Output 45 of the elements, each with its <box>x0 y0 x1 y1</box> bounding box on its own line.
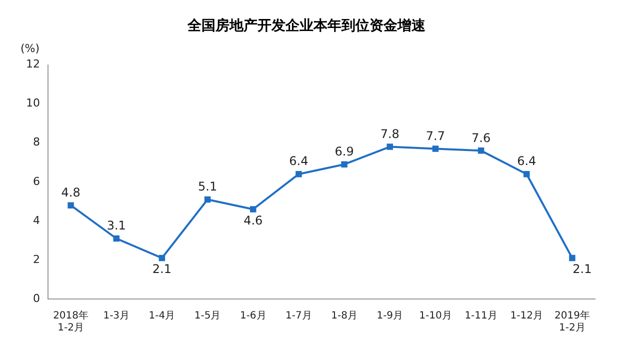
point <box>296 170 302 178</box>
data-label: 2.1 <box>152 262 172 276</box>
data-label: 7.8 <box>380 126 400 141</box>
x-tick-label: 1-6月 <box>240 310 266 322</box>
data-label: 4.8 <box>61 185 80 200</box>
data-label: 3.1 <box>106 218 126 233</box>
y-tick-label: 0 <box>32 292 40 305</box>
y-tick-label: 10 <box>26 96 40 110</box>
point <box>158 254 166 262</box>
y-tick-label: 2 <box>32 252 40 266</box>
x-tick-label: 2018年 1-2月 <box>53 310 89 334</box>
data-label: 6.9 <box>334 144 354 158</box>
point <box>341 161 348 168</box>
x-tick-label: 1-7月 <box>286 310 312 322</box>
x-tick-label: 1-9月 <box>376 310 404 322</box>
x-tick-label: 2019年 1-2月 <box>554 310 590 334</box>
x-tick-label: 1-8月 <box>331 310 358 322</box>
x-tick-label: 1-10月 <box>419 310 452 322</box>
data-label: 6.4 <box>517 154 536 168</box>
y-axis-title: (%) <box>20 42 40 56</box>
point <box>113 235 120 242</box>
y-tick-label: 8 <box>32 136 40 149</box>
y-tick-label: 6 <box>32 174 40 188</box>
point <box>204 196 211 203</box>
point <box>569 254 576 262</box>
point <box>386 144 393 150</box>
x-tick-label: 1-12月 <box>510 310 543 322</box>
chart-title: 全国房地产开发企业本年到位资金增速 <box>186 17 426 34</box>
point <box>432 146 439 152</box>
point <box>524 170 530 178</box>
point <box>478 148 484 154</box>
x-tick-label: 1-5月 <box>194 310 221 322</box>
data-label: 6.4 <box>289 154 308 168</box>
y-tick-label: 12 <box>26 58 40 71</box>
point <box>68 202 74 208</box>
x-tick-label: 1-4月 <box>148 310 176 322</box>
y-tick-label: 4 <box>32 214 40 227</box>
data-label: 2.1 <box>572 262 592 276</box>
data-label: 5.1 <box>198 180 218 194</box>
data-label: 7.7 <box>426 128 446 143</box>
x-tick-label: 1-3月 <box>103 310 130 322</box>
point <box>250 206 256 212</box>
data-label: 7.6 <box>471 130 491 145</box>
x-tick-label: 1-11月 <box>464 310 498 322</box>
data-label: 4.6 <box>244 213 263 228</box>
